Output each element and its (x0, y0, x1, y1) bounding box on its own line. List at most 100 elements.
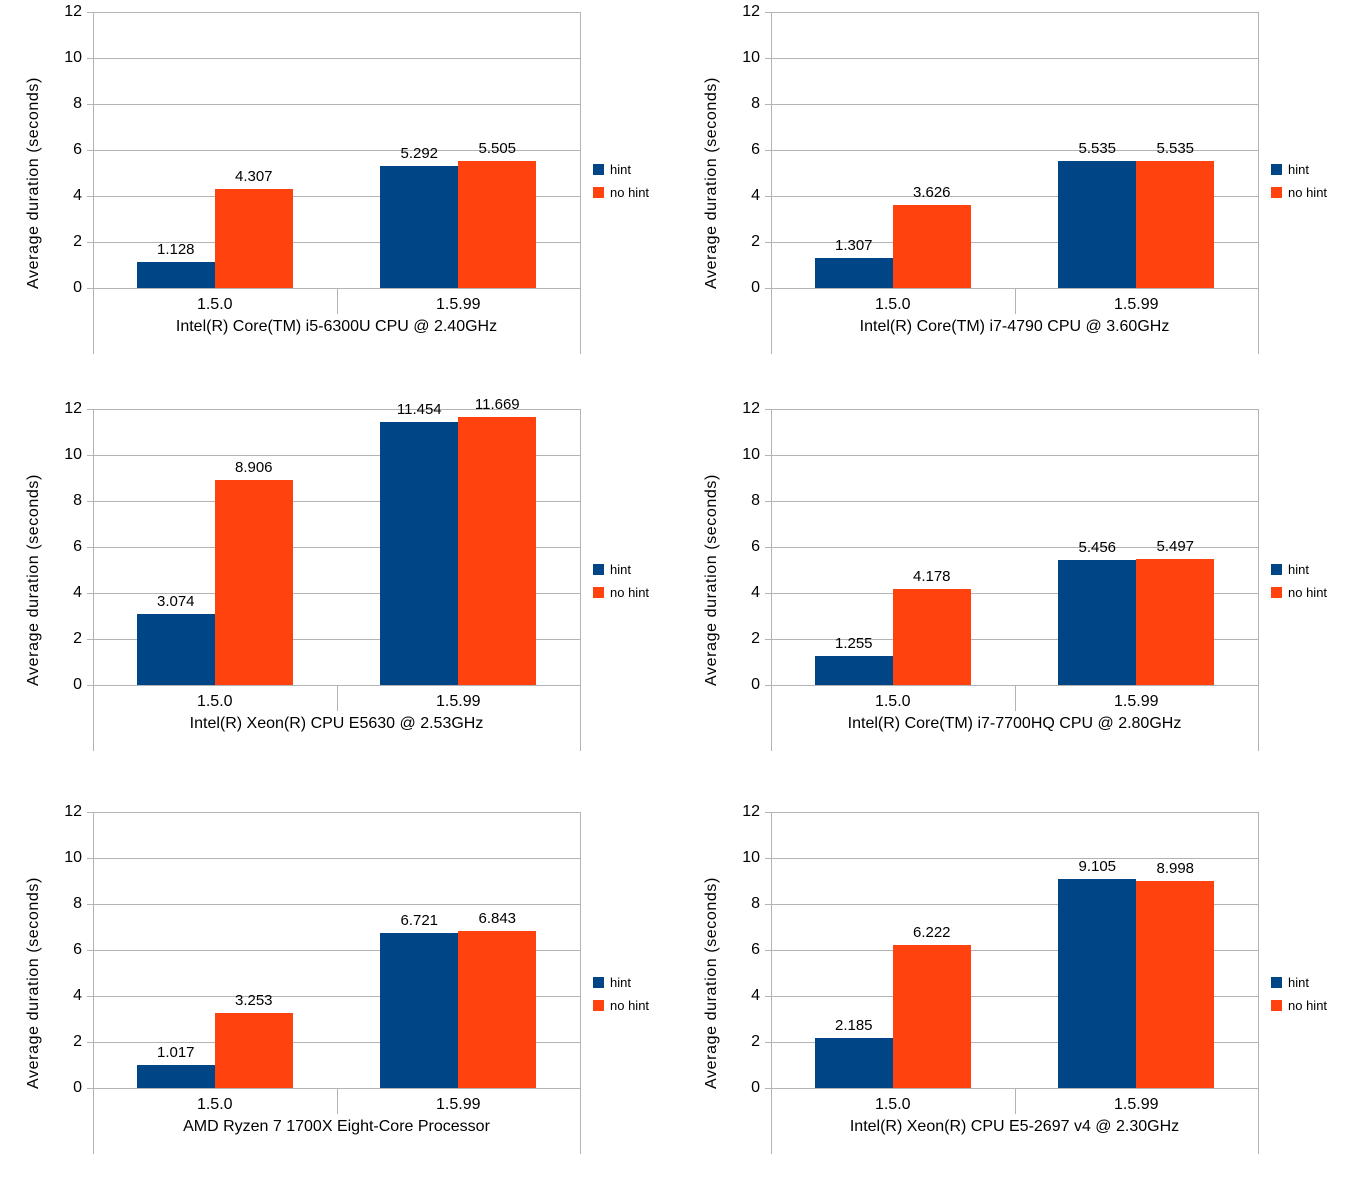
legend-swatch-no-hint (1271, 587, 1282, 598)
y-axis-tick-label: 4 (73, 187, 82, 204)
legend-label: hint (1288, 974, 1309, 990)
x-category-label: 1.5.0 (196, 693, 233, 710)
bar-value-label: 5.292 (400, 145, 439, 162)
y-axis-tick-label: 12 (742, 400, 760, 417)
bar-chart-3: Average duration (seconds) 3.074 8.906 11.… (0, 396, 678, 765)
y-axis-tick-label: 6 (73, 941, 82, 958)
gridline (93, 104, 580, 105)
y-axis-tick (87, 104, 93, 105)
bar-hint (814, 258, 893, 288)
bar-value-label: 6.843 (478, 910, 517, 927)
plot-border-left (93, 812, 94, 1154)
y-axis-tick-label: 8 (73, 95, 82, 112)
bar-no-hint (458, 161, 537, 288)
y-axis-tick (765, 1088, 771, 1089)
gridline (93, 858, 580, 859)
y-axis-tick-label: 10 (64, 849, 82, 866)
bar-value-label: 5.456 (1078, 539, 1117, 556)
gridline (771, 104, 1258, 105)
gridline (93, 996, 580, 997)
bar-no-hint (1136, 881, 1215, 1088)
legend-item-no-hint: no hint (1271, 585, 1327, 600)
y-axis-tick (765, 812, 771, 813)
x-category-label: 1.5.0 (874, 1096, 911, 1113)
bar-value-label: 6.222 (912, 924, 951, 941)
y-axis-tick-label: 6 (751, 941, 760, 958)
gridline (93, 593, 580, 594)
y-axis-tick-label: 12 (742, 3, 760, 20)
y-axis-tick (87, 501, 93, 502)
plot-border-left (771, 812, 772, 1154)
bar-no-hint (458, 417, 537, 685)
bar-value-label: 6.721 (400, 912, 439, 929)
bar-hint (380, 933, 459, 1088)
gridline (93, 904, 580, 905)
y-axis-tick-label: 10 (64, 446, 82, 463)
x-category-label: 1.5.0 (874, 693, 911, 710)
legend-item-hint: hint (593, 975, 649, 990)
y-axis-tick-label: 4 (751, 987, 760, 1004)
category-divider (337, 288, 338, 314)
plot-area: 1.128 4.307 5.292 5.505 (93, 12, 580, 288)
y-axis-tick-label: 2 (73, 233, 82, 250)
plot-border-left (93, 409, 94, 751)
y-axis-tick-label: 0 (73, 279, 82, 296)
gridline (93, 150, 580, 151)
legend-item-hint: hint (593, 562, 649, 577)
gridline (771, 455, 1258, 456)
bar-hint (1058, 879, 1137, 1088)
legend-label: hint (1288, 162, 1309, 177)
y-axis-tick-label: 2 (751, 630, 760, 647)
plot-area: 1.017 3.253 6.721 6.843 (93, 812, 580, 1088)
y-axis-tick-label: 12 (64, 803, 82, 820)
bar-value-label: 9.105 (1078, 858, 1117, 875)
bar-hint (380, 166, 459, 288)
y-axis-tick-label: 0 (751, 676, 760, 693)
y-axis-tick (765, 12, 771, 13)
y-axis-tick (87, 12, 93, 13)
legend-label: no hint (610, 585, 650, 600)
y-axis-tick-label: 6 (751, 538, 760, 555)
legend: hint no hint (593, 162, 649, 200)
x-category-label: 1.5.0 (196, 296, 233, 313)
plot-border-right (580, 12, 581, 354)
legend: hint no hint (1271, 562, 1327, 600)
y-axis-tick (87, 1088, 93, 1089)
legend: hint no hint (1271, 162, 1327, 200)
y-axis-tick-label: 8 (73, 492, 82, 509)
plot-border-right (1258, 812, 1259, 1154)
gridline (771, 812, 1258, 813)
gridline (771, 996, 1258, 997)
category-divider (1015, 288, 1016, 314)
gridline (93, 242, 580, 243)
y-axis-tick-label: 6 (751, 141, 760, 158)
y-axis-tick (87, 996, 93, 997)
bar-value-label: 5.535 (1156, 140, 1195, 157)
y-axis-tick (765, 104, 771, 105)
y-axis-tick (765, 593, 771, 594)
gridline (771, 150, 1258, 151)
y-axis-tick-label: 4 (751, 187, 760, 204)
gridline (771, 639, 1258, 640)
gridline (771, 12, 1258, 13)
bar-value-label: 5.497 (1156, 538, 1195, 555)
bar-no-hint (214, 1013, 293, 1088)
legend-item-no-hint: no hint (1271, 998, 1327, 1013)
y-axis-tick (765, 501, 771, 502)
gridline (93, 639, 580, 640)
category-divider (337, 685, 338, 711)
gridline (771, 409, 1258, 410)
legend-item-no-hint: no hint (1271, 185, 1327, 200)
bar-hint (1058, 560, 1137, 685)
y-axis-tick-label: 12 (742, 803, 760, 820)
bar-value-label: 1.128 (156, 241, 195, 258)
gridline (93, 58, 580, 59)
bar-no-hint (892, 945, 971, 1088)
x-axis-title: AMD Ryzen 7 1700X Eight-Core Processor (183, 1118, 490, 1135)
y-axis-tick (87, 242, 93, 243)
legend-swatch-no-hint (1271, 187, 1282, 198)
bar-value-label: 11.454 (396, 401, 442, 418)
legend-item-hint: hint (593, 162, 649, 177)
y-axis-tick (765, 685, 771, 686)
y-axis-tick-label: 10 (64, 49, 82, 66)
